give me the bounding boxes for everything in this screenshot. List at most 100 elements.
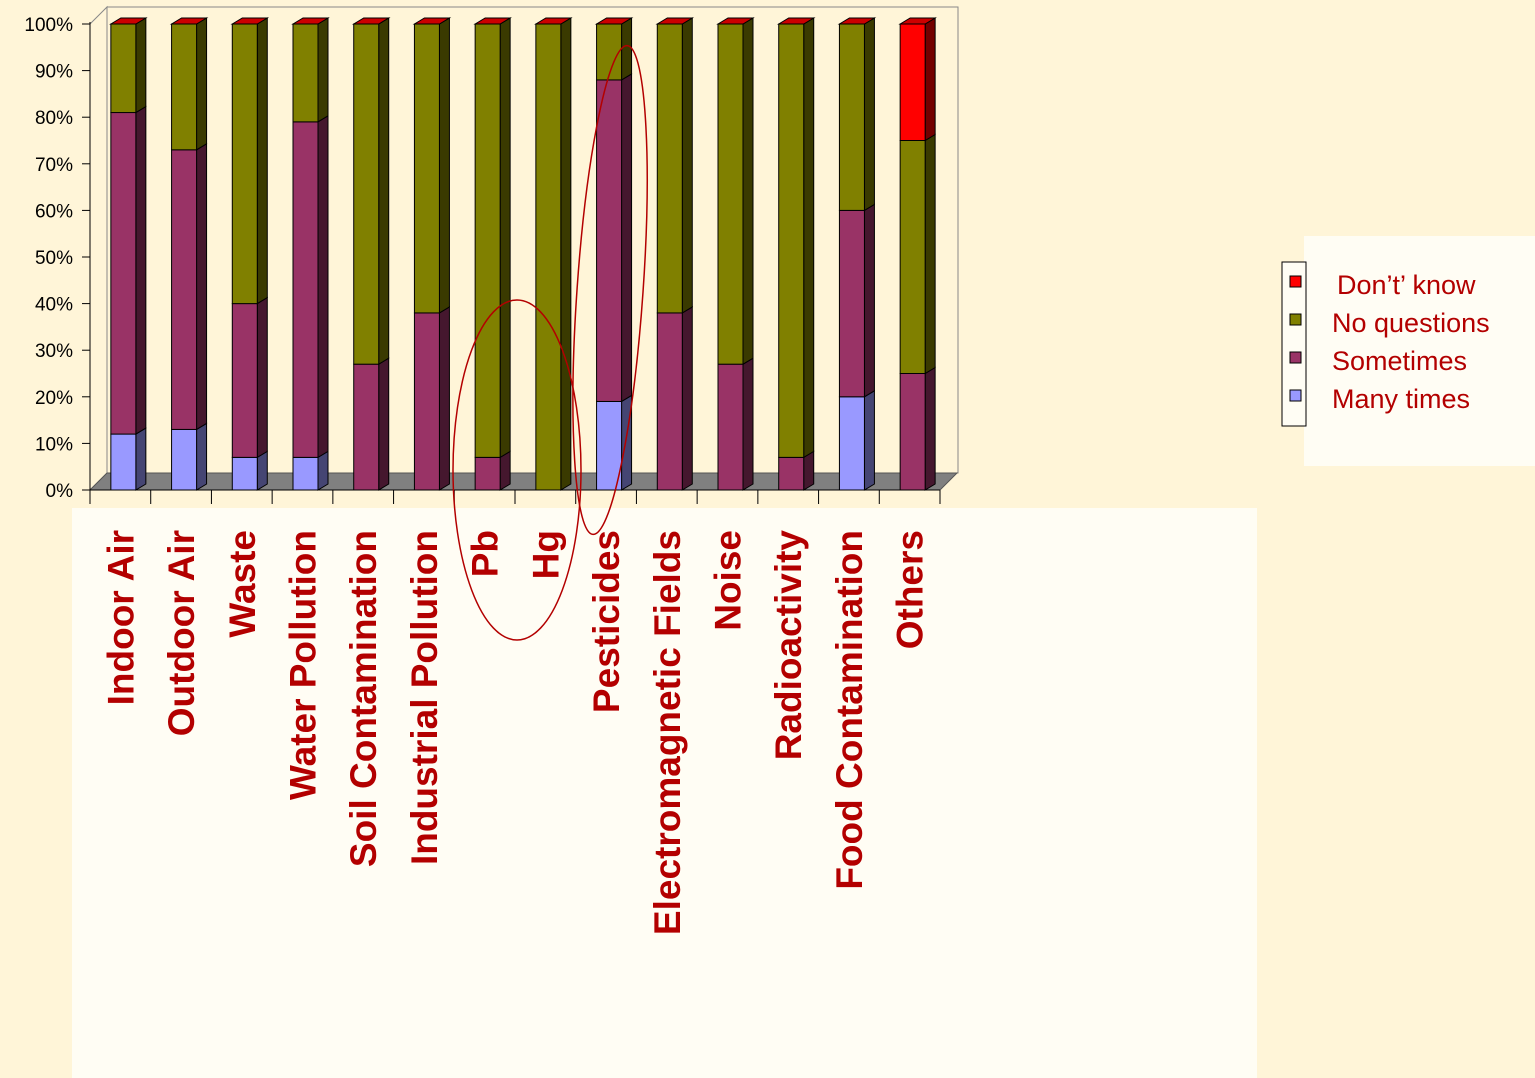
bar-side <box>621 73 633 403</box>
bar-side <box>742 17 754 366</box>
bar-side <box>863 17 875 212</box>
bar-side <box>438 17 450 314</box>
bar-front <box>231 456 258 491</box>
bar-side <box>135 17 147 114</box>
bar-front <box>231 23 258 305</box>
bar-segment <box>838 389 875 491</box>
bar-segment <box>413 17 450 314</box>
bar-segment <box>110 17 147 114</box>
bar-side <box>499 450 511 491</box>
category-label: Outdoor Air <box>161 530 202 736</box>
bar-side <box>681 306 693 491</box>
bar-front <box>353 363 380 491</box>
y-axis-ticks: 0% 10% 20% 30% 40% 50% 60% 70% 80% 90% 100% <box>24 15 91 502</box>
legend-background <box>1304 236 1535 466</box>
category-label: Food Contamination <box>829 530 870 890</box>
y-tick-label: 90% <box>35 62 73 83</box>
bar-top <box>898 17 937 25</box>
bar-top <box>291 17 330 25</box>
bar-side <box>196 422 208 491</box>
bar-segment <box>353 357 390 491</box>
legend-swatch <box>1289 351 1302 364</box>
bar-segment <box>231 296 268 459</box>
annotations <box>452 44 648 641</box>
category-label: Radioactivity <box>768 530 809 761</box>
bar-side <box>924 17 936 142</box>
bar-top <box>716 17 755 25</box>
bar-segment <box>596 17 633 81</box>
bar-segment <box>171 17 208 151</box>
category-label: Pesticides <box>586 530 627 713</box>
bar-side <box>135 427 147 491</box>
category-label: Soil Contamination <box>343 530 384 867</box>
category-label: Hg <box>525 530 566 579</box>
bar-front <box>596 79 623 402</box>
y-tick-label: 10% <box>35 434 73 455</box>
bar-segment <box>110 427 147 491</box>
bar-segment <box>717 357 754 491</box>
bar-side <box>742 357 754 491</box>
bar-side <box>135 105 147 435</box>
bar-segment <box>413 306 450 491</box>
bar-side <box>499 17 511 459</box>
bar-side <box>378 17 390 366</box>
bar-segment <box>778 450 815 491</box>
bar-segment <box>474 17 511 459</box>
bar-segment <box>899 133 936 375</box>
bar-top <box>169 17 209 25</box>
y-tick-label: 0% <box>46 481 74 502</box>
y-tick-label: 80% <box>35 108 73 129</box>
bar-segment <box>596 394 633 491</box>
bar-side <box>560 17 572 491</box>
category-label: Industrial Pollution <box>404 530 445 865</box>
bar-segment <box>353 17 390 366</box>
annotation-ellipse-pb-hg <box>452 299 582 641</box>
category-label: Indoor Air <box>100 530 141 705</box>
bar-top <box>534 17 573 25</box>
bar-front <box>474 23 501 458</box>
bar-top <box>776 17 816 25</box>
bar-side <box>803 17 815 459</box>
bar-front <box>292 456 319 491</box>
bar-front <box>292 23 319 123</box>
x-axis <box>89 489 941 504</box>
bar-front <box>656 23 683 314</box>
bar-front <box>413 312 440 491</box>
bar-top <box>837 17 877 25</box>
legend-swatch <box>1289 275 1302 288</box>
y-tick-label: 40% <box>35 295 73 316</box>
category-label-panel <box>72 508 1257 1078</box>
legend: Don’t’ know No questions Sometimes Many tim… <box>1281 261 1490 427</box>
bar-front <box>596 400 623 491</box>
bar-top <box>230 17 270 25</box>
bar-segment <box>171 422 208 491</box>
bar-segment <box>231 450 268 491</box>
bar-side <box>317 450 329 491</box>
bar-front <box>474 456 501 491</box>
category-label: Electromagnetic Fields <box>647 530 688 935</box>
bar-front <box>413 23 440 314</box>
bar-front <box>535 23 562 491</box>
bar-segment <box>717 17 754 366</box>
bar-side <box>681 17 693 314</box>
bar-front <box>899 373 926 491</box>
bar-side <box>256 450 268 491</box>
bar-side <box>256 296 268 459</box>
bar-segment <box>535 17 572 491</box>
bar-side <box>863 389 875 491</box>
legend-label: Don’t’ know <box>1337 270 1476 300</box>
bar-side <box>924 133 936 375</box>
legend-swatch <box>1289 389 1302 402</box>
bar-segment <box>110 105 147 435</box>
bar-front <box>110 433 137 491</box>
category-label: Others <box>890 530 931 649</box>
y-tick-label: 20% <box>35 388 73 409</box>
bar-side <box>317 114 329 459</box>
y-tick-label: 70% <box>35 155 73 176</box>
bar-side <box>924 366 936 491</box>
category-labels: Indoor Air Outdoor Air Waste Water Pollutio… <box>100 530 930 935</box>
category-label: Waste <box>222 530 263 638</box>
bar-segment <box>292 114 329 459</box>
bar-front <box>110 23 137 114</box>
y-tick-label: 60% <box>35 201 73 222</box>
